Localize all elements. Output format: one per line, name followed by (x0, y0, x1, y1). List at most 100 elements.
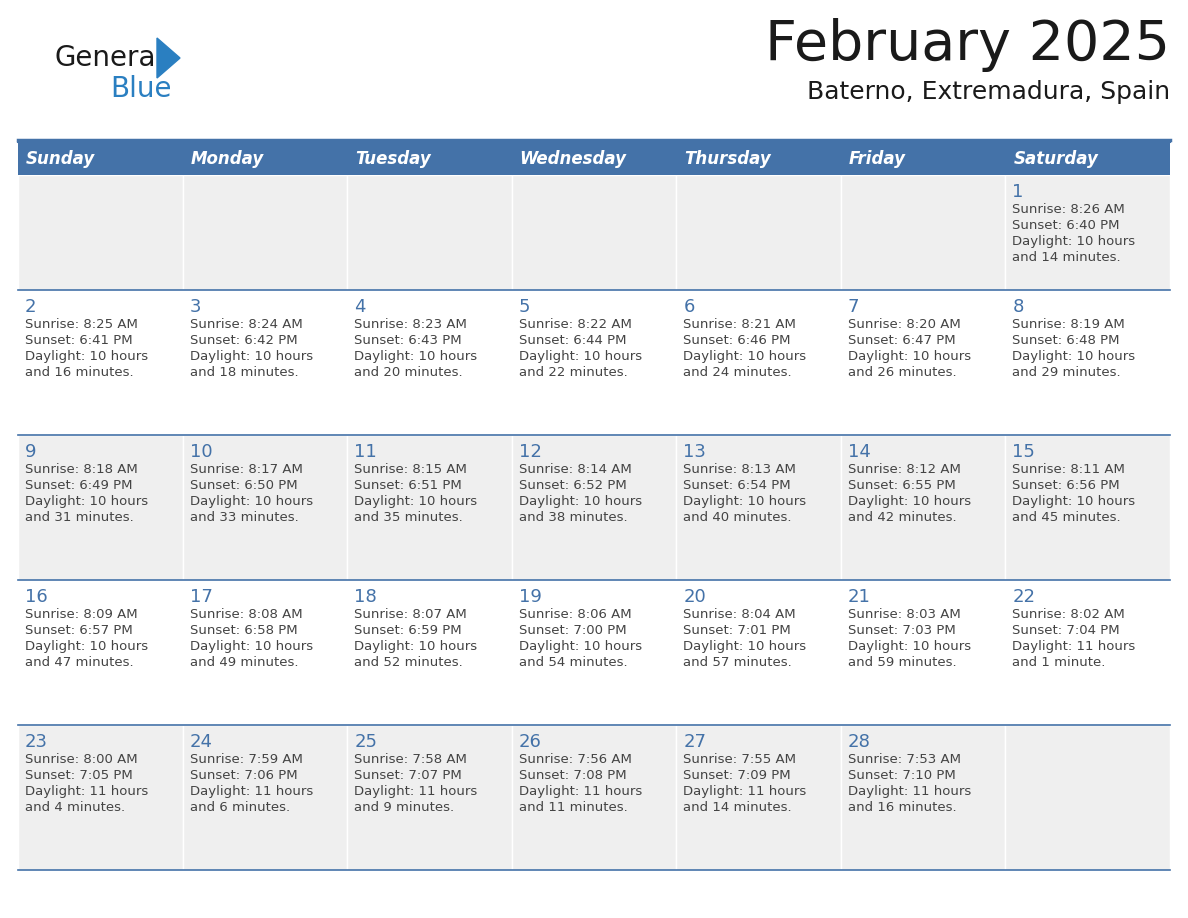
Text: Thursday: Thursday (684, 150, 771, 167)
Text: 1: 1 (1012, 183, 1024, 201)
Text: Daylight: 10 hours: Daylight: 10 hours (354, 350, 478, 363)
Text: Daylight: 11 hours: Daylight: 11 hours (190, 785, 312, 798)
Text: Daylight: 10 hours: Daylight: 10 hours (519, 350, 642, 363)
Text: 8: 8 (1012, 298, 1024, 316)
Bar (18, 290, 183, 435)
Text: and 45 minutes.: and 45 minutes. (1012, 511, 1121, 524)
Text: Sunrise: 8:20 AM: Sunrise: 8:20 AM (848, 318, 961, 331)
Text: Daylight: 11 hours: Daylight: 11 hours (354, 785, 478, 798)
Text: Sunset: 6:41 PM: Sunset: 6:41 PM (25, 334, 133, 347)
Text: February 2025: February 2025 (765, 18, 1170, 72)
Bar (512, 175, 676, 290)
Text: 12: 12 (519, 443, 542, 461)
Text: Sunrise: 8:06 AM: Sunrise: 8:06 AM (519, 608, 631, 621)
Bar (183, 142, 347, 175)
Text: 16: 16 (25, 588, 48, 606)
Text: and 16 minutes.: and 16 minutes. (848, 801, 956, 814)
Text: and 4 minutes.: and 4 minutes. (25, 801, 125, 814)
Text: Sunrise: 8:19 AM: Sunrise: 8:19 AM (1012, 318, 1125, 331)
Text: Saturday: Saturday (1013, 150, 1098, 167)
Text: 11: 11 (354, 443, 377, 461)
Bar (347, 580, 512, 725)
Text: Sunset: 6:47 PM: Sunset: 6:47 PM (848, 334, 955, 347)
Text: Sunrise: 8:08 AM: Sunrise: 8:08 AM (190, 608, 302, 621)
Text: Daylight: 10 hours: Daylight: 10 hours (190, 495, 312, 508)
Text: 2: 2 (25, 298, 37, 316)
Bar (676, 142, 841, 175)
Bar (841, 175, 1005, 290)
Polygon shape (157, 38, 181, 78)
Text: Sunrise: 7:58 AM: Sunrise: 7:58 AM (354, 753, 467, 766)
Text: and 11 minutes.: and 11 minutes. (519, 801, 627, 814)
Text: Sunrise: 8:13 AM: Sunrise: 8:13 AM (683, 463, 796, 476)
Text: 17: 17 (190, 588, 213, 606)
Text: Blue: Blue (110, 75, 171, 103)
Bar (347, 725, 512, 870)
Text: and 57 minutes.: and 57 minutes. (683, 656, 792, 669)
Bar (1005, 175, 1170, 290)
Text: Sunset: 6:51 PM: Sunset: 6:51 PM (354, 479, 462, 492)
Text: Daylight: 10 hours: Daylight: 10 hours (683, 495, 807, 508)
Text: and 9 minutes.: and 9 minutes. (354, 801, 454, 814)
Text: and 20 minutes.: and 20 minutes. (354, 366, 463, 379)
Text: and 1 minute.: and 1 minute. (1012, 656, 1106, 669)
Text: Tuesday: Tuesday (355, 150, 431, 167)
Text: Friday: Friday (849, 150, 906, 167)
Text: 10: 10 (190, 443, 213, 461)
Bar (841, 580, 1005, 725)
Text: Sunrise: 7:56 AM: Sunrise: 7:56 AM (519, 753, 632, 766)
Text: 3: 3 (190, 298, 201, 316)
Bar (676, 435, 841, 580)
Text: Daylight: 10 hours: Daylight: 10 hours (25, 350, 148, 363)
Text: Daylight: 10 hours: Daylight: 10 hours (190, 640, 312, 653)
Bar (676, 175, 841, 290)
Text: Daylight: 11 hours: Daylight: 11 hours (848, 785, 971, 798)
Text: Sunrise: 8:23 AM: Sunrise: 8:23 AM (354, 318, 467, 331)
Text: Sunrise: 7:53 AM: Sunrise: 7:53 AM (848, 753, 961, 766)
Text: and 6 minutes.: and 6 minutes. (190, 801, 290, 814)
Text: Sunrise: 7:55 AM: Sunrise: 7:55 AM (683, 753, 796, 766)
Text: 7: 7 (848, 298, 859, 316)
Bar (18, 175, 183, 290)
Text: Daylight: 10 hours: Daylight: 10 hours (1012, 235, 1136, 248)
Text: Sunset: 6:55 PM: Sunset: 6:55 PM (848, 479, 955, 492)
Bar (841, 290, 1005, 435)
Text: Daylight: 10 hours: Daylight: 10 hours (354, 640, 478, 653)
Text: Sunrise: 8:12 AM: Sunrise: 8:12 AM (848, 463, 961, 476)
Text: Wednesday: Wednesday (519, 150, 627, 167)
Text: Sunset: 7:08 PM: Sunset: 7:08 PM (519, 769, 626, 782)
Text: and 59 minutes.: and 59 minutes. (848, 656, 956, 669)
Bar (512, 290, 676, 435)
Bar (347, 290, 512, 435)
Text: and 52 minutes.: and 52 minutes. (354, 656, 463, 669)
Text: 24: 24 (190, 733, 213, 751)
Text: Daylight: 10 hours: Daylight: 10 hours (354, 495, 478, 508)
Text: Sunset: 7:04 PM: Sunset: 7:04 PM (1012, 624, 1120, 637)
Text: Sunset: 6:52 PM: Sunset: 6:52 PM (519, 479, 626, 492)
Text: and 42 minutes.: and 42 minutes. (848, 511, 956, 524)
Text: 28: 28 (848, 733, 871, 751)
Text: and 54 minutes.: and 54 minutes. (519, 656, 627, 669)
Bar (512, 142, 676, 175)
Text: Sunset: 7:00 PM: Sunset: 7:00 PM (519, 624, 626, 637)
Text: Sunset: 7:07 PM: Sunset: 7:07 PM (354, 769, 462, 782)
Bar (18, 580, 183, 725)
Text: Sunset: 6:56 PM: Sunset: 6:56 PM (1012, 479, 1120, 492)
Text: Daylight: 11 hours: Daylight: 11 hours (25, 785, 148, 798)
Text: and 31 minutes.: and 31 minutes. (25, 511, 134, 524)
Text: Sunrise: 8:09 AM: Sunrise: 8:09 AM (25, 608, 138, 621)
Text: Daylight: 10 hours: Daylight: 10 hours (519, 495, 642, 508)
Bar (512, 435, 676, 580)
Text: 21: 21 (848, 588, 871, 606)
Text: Baterno, Extremadura, Spain: Baterno, Extremadura, Spain (807, 80, 1170, 104)
Bar (18, 725, 183, 870)
Bar (676, 580, 841, 725)
Text: Sunrise: 8:07 AM: Sunrise: 8:07 AM (354, 608, 467, 621)
Bar (841, 435, 1005, 580)
Text: and 33 minutes.: and 33 minutes. (190, 511, 298, 524)
Bar (1005, 725, 1170, 870)
Text: and 16 minutes.: and 16 minutes. (25, 366, 133, 379)
Text: 19: 19 (519, 588, 542, 606)
Bar (18, 142, 183, 175)
Text: 5: 5 (519, 298, 530, 316)
